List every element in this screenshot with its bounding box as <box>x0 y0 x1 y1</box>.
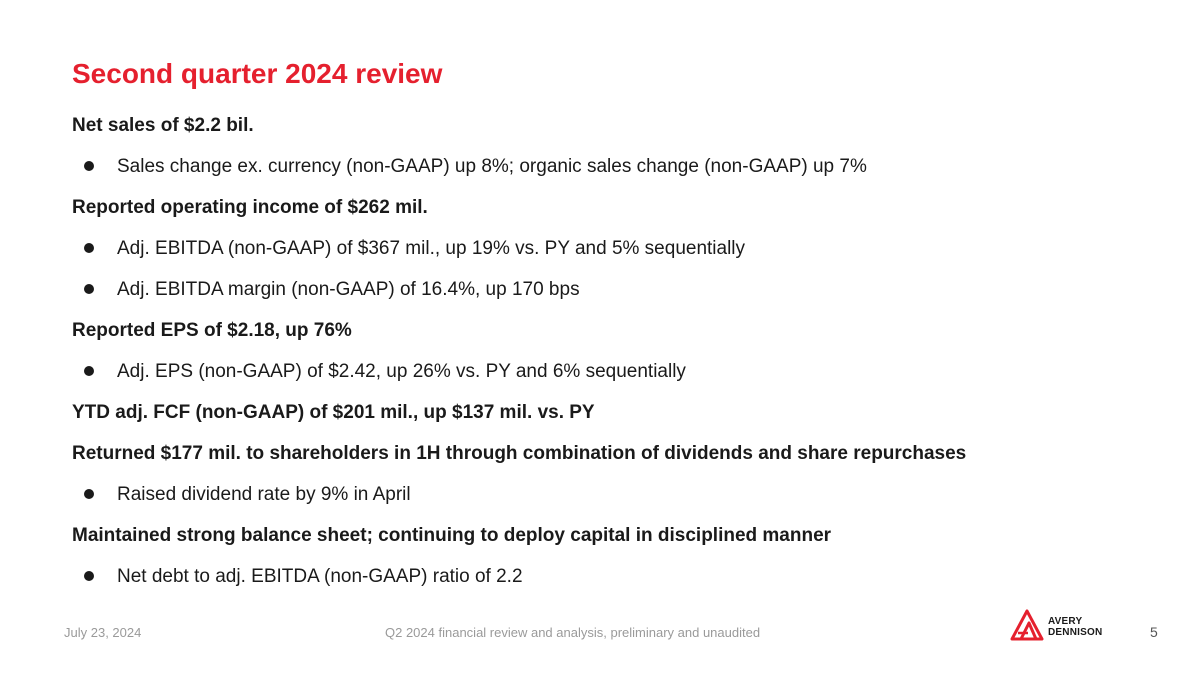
bullet-dot-icon <box>84 571 94 581</box>
bullet-dot-icon <box>84 284 94 294</box>
bullet-adj-eps: Adj. EPS (non-GAAP) of $2.42, up 26% vs.… <box>72 360 1152 401</box>
bullet-adj-ebitda-margin: Adj. EBITDA margin (non-GAAP) of 16.4%, … <box>72 278 1152 319</box>
bullet-dot-icon <box>84 489 94 499</box>
bullet-text: Sales change ex. currency (non-GAAP) up … <box>117 156 867 177</box>
logo-line-1: AVERY <box>1048 616 1083 627</box>
section-heading-balance-sheet: Maintained strong balance sheet; continu… <box>72 525 832 546</box>
review-content: Net sales of $2.2 bil. Sales change ex. … <box>72 114 1152 606</box>
section-heading-ytd-fcf: YTD adj. FCF (non-GAAP) of $201 mil., up… <box>72 402 595 423</box>
avery-dennison-logo: AVERY DENNISON <box>1010 609 1110 643</box>
bullet-text: Adj. EBITDA (non-GAAP) of $367 mil., up … <box>117 238 746 259</box>
bullet-dividend-rate: Raised dividend rate by 9% in April <box>72 483 1152 524</box>
section-heading-operating-income: Reported operating income of $262 mil. <box>72 197 428 218</box>
page-number: 5 <box>1150 624 1158 640</box>
bullet-text: Adj. EPS (non-GAAP) of $2.42, up 26% vs.… <box>117 361 686 382</box>
section-heading-shareholder-returns: Returned $177 mil. to shareholders in 1H… <box>72 443 967 464</box>
logo-wordmark: AVERY DENNISON <box>1048 616 1102 638</box>
section-heading-net-sales: Net sales of $2.2 bil. <box>72 115 254 136</box>
bullet-text: Raised dividend rate by 9% in April <box>117 484 411 505</box>
bullet-adj-ebitda: Adj. EBITDA (non-GAAP) of $367 mil., up … <box>72 237 1152 278</box>
bullet-sales-change: Sales change ex. currency (non-GAAP) up … <box>72 155 1152 196</box>
slide-title: Second quarter 2024 review <box>72 58 443 89</box>
bullet-text: Net debt to adj. EBITDA (non-GAAP) ratio… <box>117 566 523 587</box>
bullet-text: Adj. EBITDA margin (non-GAAP) of 16.4%, … <box>117 279 580 300</box>
footer-disclaimer: Q2 2024 financial review and analysis, p… <box>385 625 761 640</box>
bullet-dot-icon <box>84 243 94 253</box>
bullet-dot-icon <box>84 366 94 376</box>
section-heading-reported-eps: Reported EPS of $2.18, up 76% <box>72 320 352 341</box>
avery-dennison-logo-icon <box>1010 609 1044 641</box>
logo-line-2: DENNISON <box>1048 627 1103 638</box>
bullet-dot-icon <box>84 161 94 171</box>
bullet-net-debt-ratio: Net debt to adj. EBITDA (non-GAAP) ratio… <box>72 565 1152 606</box>
footer-date: July 23, 2024 <box>64 625 142 640</box>
